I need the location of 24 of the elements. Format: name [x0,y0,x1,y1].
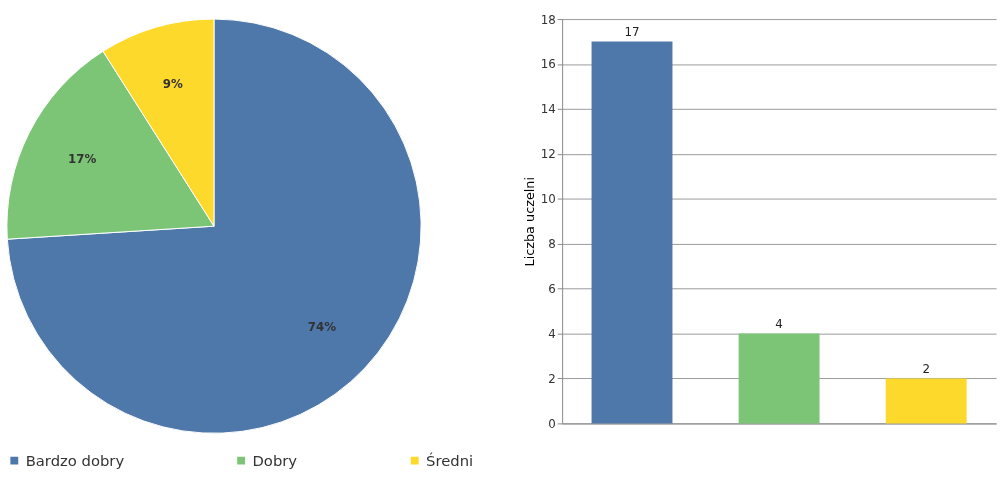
data-label: 17 [624,24,640,39]
y-tick-label: 2 [548,371,556,386]
y-tick-label: 6 [548,282,556,297]
legend-label: Średni [426,451,474,469]
pie-slice [6,18,422,434]
bar [885,378,967,424]
y-tick-label: 12 [540,147,556,162]
legend-label: Bardzo dobry [25,451,125,469]
y-tick-label: 16 [540,57,556,72]
bar [591,41,673,424]
data-label: 74% [307,320,337,335]
bar [738,333,820,424]
y-tick-label: 10 [540,192,556,207]
y-tick-label: 0 [548,416,556,431]
data-label: 2 [922,361,930,376]
data-label: 4 [775,316,783,331]
y-tick-label: 14 [540,102,556,117]
y-tick-label: 8 [548,237,556,252]
y-tick-label: 4 [548,327,556,341]
data-label: 9% [162,77,183,92]
y-tick-label: 18 [540,12,556,27]
legend-label: Dobry [252,451,298,469]
y-axis-title: Liczba uczelni [521,176,537,267]
data-label: 17% [68,151,97,166]
